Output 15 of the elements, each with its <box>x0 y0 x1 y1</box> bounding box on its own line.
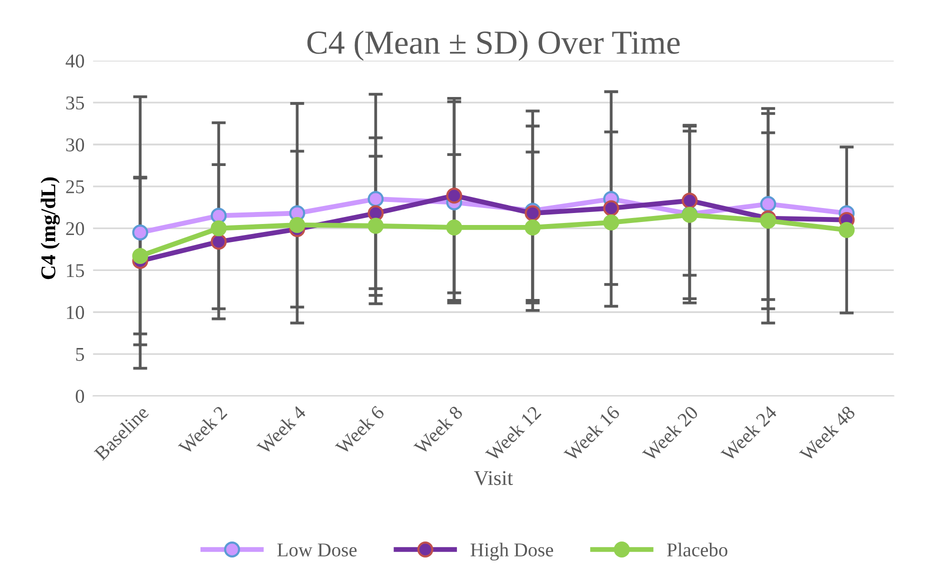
y-tick-label: 40 <box>66 54 84 68</box>
y-tick-label: 35 <box>66 96 84 110</box>
legend-label: Placebo <box>667 542 728 556</box>
legend-label: High Dose <box>470 542 554 560</box>
y-tick-label: 25 <box>66 180 84 194</box>
chart-title: C4 (Mean ± SD) Over Time <box>307 30 680 61</box>
y-axis-title: C4 (mg/dL) <box>40 177 60 280</box>
y-tick-label: 15 <box>67 264 84 278</box>
y-tick-label: 10 <box>67 306 84 320</box>
y-tick-label: 20 <box>66 222 84 236</box>
y-tick-label: 0 <box>76 390 84 403</box>
legend-label: Low Dose <box>277 544 357 556</box>
x-axis-title: Visit <box>474 471 513 486</box>
y-tick-label: 30 <box>66 138 84 152</box>
y-tick-label: 5 <box>76 348 84 361</box>
